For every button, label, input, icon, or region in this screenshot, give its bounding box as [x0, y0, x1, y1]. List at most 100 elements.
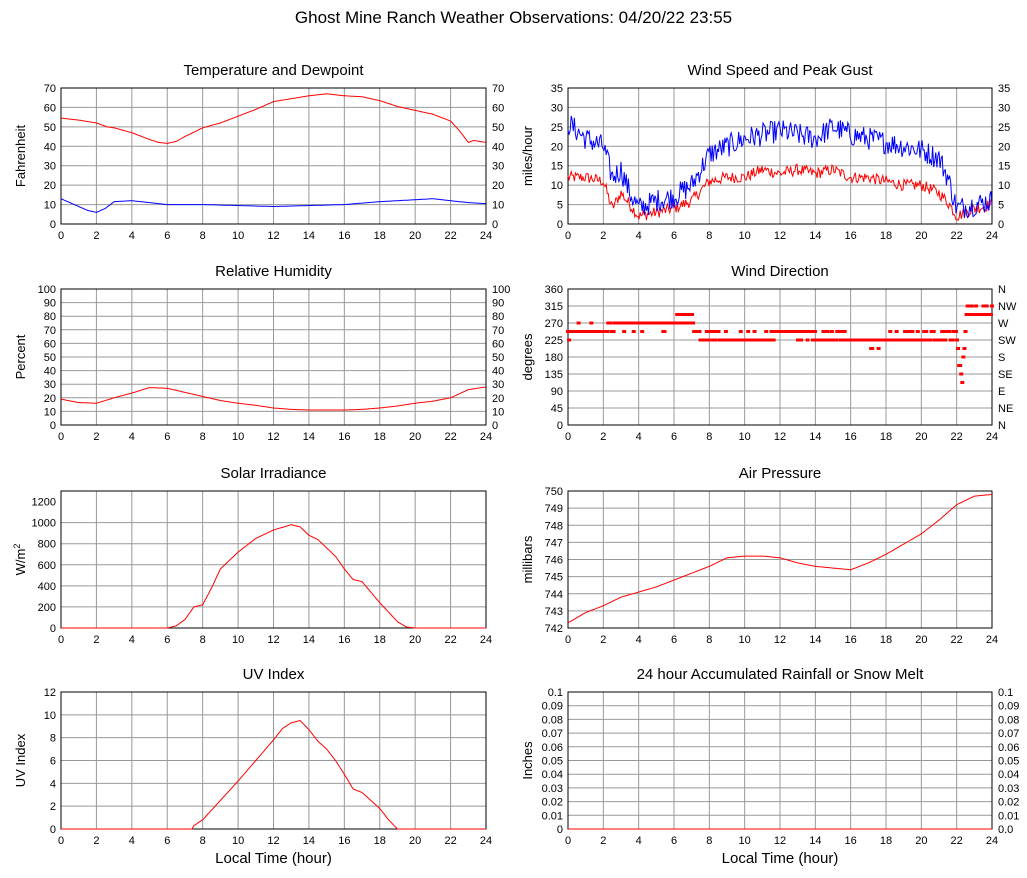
y-tick-label: 60: [44, 338, 56, 350]
series-line-1: [61, 719, 486, 830]
data-point: [704, 330, 709, 333]
data-point: [723, 330, 728, 333]
x-tick-label: 8: [200, 431, 206, 443]
data-point: [746, 330, 751, 333]
y-tick-label: 747: [545, 537, 563, 549]
data-point: [764, 330, 769, 333]
x-tick-label: 12: [267, 230, 279, 242]
x-tick-label: 12: [267, 835, 279, 847]
data-point: [588, 330, 593, 333]
x-tick-label: 16: [338, 230, 350, 242]
y-right-tick-label: 0.1: [998, 687, 1013, 699]
x-tick-label: 6: [671, 835, 677, 847]
x-tick-label: 6: [671, 431, 677, 443]
data-point: [984, 304, 989, 308]
y-right-tick-label: 50: [492, 352, 504, 364]
data-point: [690, 313, 695, 316]
y-tick-label: 600: [38, 560, 56, 572]
x-tick-label: 20: [915, 431, 927, 443]
data-point: [939, 338, 944, 342]
y-axis-label: degrees: [520, 333, 535, 380]
x-tick-label: 0: [565, 835, 571, 847]
y-tick-label: 0: [557, 219, 563, 231]
y-right-tick-label: 10: [998, 180, 1010, 192]
data-point: [737, 338, 742, 342]
y-right-tick-label: 100: [492, 284, 510, 296]
data-point: [660, 321, 665, 325]
data-point: [947, 330, 952, 333]
y-tick-label: 8: [50, 733, 56, 745]
x-tick-label: 24: [986, 431, 998, 443]
x-tick-label: 2: [600, 835, 606, 847]
x-tick-label: 0: [565, 230, 571, 242]
data-point: [820, 338, 825, 342]
x-tick-label: 12: [774, 835, 786, 847]
data-point: [812, 330, 817, 333]
data-point: [685, 321, 690, 325]
x-tick-label: 22: [444, 431, 456, 443]
data-point: [974, 304, 979, 308]
y-tick-label: 12: [44, 687, 56, 699]
x-tick-label: 20: [409, 634, 421, 646]
data-point: [794, 330, 799, 333]
plot-frame: [567, 490, 993, 629]
x-tick-label: 10: [739, 835, 751, 847]
y-right-tick-label: 0.09: [998, 701, 1019, 713]
plot-frame: [567, 288, 993, 426]
data-point: [680, 313, 685, 316]
y-tick-label: 10: [551, 180, 563, 192]
y-right-tick-label: 50: [492, 122, 504, 134]
x-tick-label: 16: [845, 634, 857, 646]
y-tick-label: 50: [44, 352, 56, 364]
series-line-1: [567, 493, 993, 624]
data-point: [969, 304, 974, 308]
y-right-tick-label: 70: [492, 325, 504, 337]
y-right-tick-label: 40: [492, 141, 504, 153]
x-tick-label: 2: [600, 230, 606, 242]
data-point: [942, 330, 947, 333]
y-axis-label: Inches: [520, 741, 535, 780]
data-point: [681, 321, 686, 325]
data-point: [710, 338, 715, 342]
y-tick-label: 270: [545, 318, 563, 330]
y-tick-label: 30: [551, 102, 563, 114]
data-point: [751, 338, 756, 342]
x-tick-label: 22: [444, 835, 456, 847]
series-line-2: [567, 115, 993, 219]
x-axis-label: Local Time (hour): [215, 850, 332, 867]
data-point: [589, 321, 594, 325]
y-tick-label: 50: [44, 122, 56, 134]
y-tick-label: 750: [545, 486, 563, 498]
data-point: [745, 338, 750, 342]
x-tick-label: 14: [303, 230, 315, 242]
y-tick-label: 30: [44, 379, 56, 391]
x-tick-label: 12: [774, 230, 786, 242]
y-tick-label: 20: [44, 393, 56, 405]
y-right-tick-label: 10: [492, 406, 504, 418]
y-right-tick-label: 0.05: [998, 756, 1019, 768]
x-tick-label: 14: [303, 634, 315, 646]
y-tick-label: 45: [551, 403, 563, 415]
data-point: [907, 330, 912, 333]
chart-title: Wind Speed and Peak Gust: [687, 62, 873, 79]
y-tick-label: 2: [50, 801, 56, 813]
data-point: [682, 313, 687, 316]
data-point: [621, 321, 626, 325]
data-point: [824, 338, 829, 342]
data-point: [950, 338, 955, 342]
x-tick-label: 14: [809, 835, 821, 847]
x-tick-label: 16: [845, 835, 857, 847]
y-right-tick-label: 30: [998, 102, 1010, 114]
data-point: [709, 330, 714, 333]
data-point: [630, 321, 635, 325]
data-point: [691, 321, 696, 325]
x-tick-label: 18: [880, 835, 892, 847]
data-point: [903, 330, 908, 333]
x-tick-label: 6: [164, 835, 170, 847]
data-point: [752, 330, 757, 333]
data-point: [960, 381, 965, 384]
x-tick-label: 10: [232, 431, 244, 443]
data-point: [964, 313, 969, 316]
